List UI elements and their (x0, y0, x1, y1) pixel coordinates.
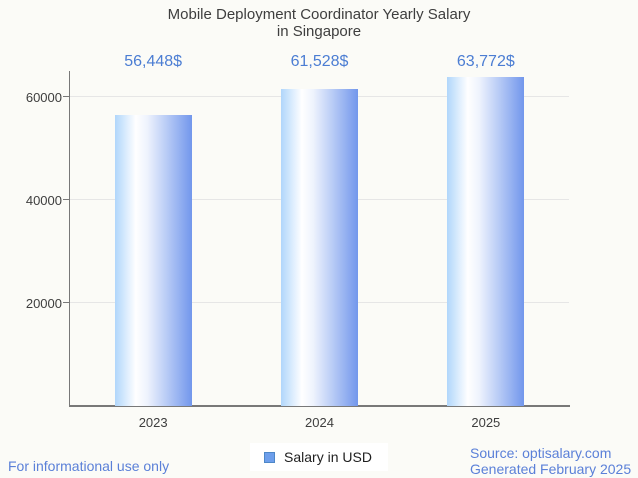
legend-box: Salary in USD (250, 443, 388, 471)
bar-value-label: 56,448$ (124, 53, 183, 70)
y-tick-mark (63, 302, 69, 304)
x-tick-label: 2023 (138, 415, 168, 430)
y-axis-line (69, 71, 70, 406)
bar-value-label: 61,528$ (290, 53, 349, 70)
bar-value-label: 63,772$ (456, 53, 515, 70)
x-tick-label: 2024 (305, 415, 334, 430)
chart-title-line-1: Mobile Deployment Coordinator Yearly Sal… (167, 6, 471, 23)
legend-swatch-icon (264, 451, 276, 463)
legend-label: Salary in USD (284, 449, 372, 465)
bar-2023[interactable] (114, 115, 192, 406)
x-tick-label: 2025 (471, 415, 501, 430)
legend: Salary in USD (0, 443, 638, 471)
source-attribution: Source: optisalary.com Generated Februar… (470, 445, 631, 477)
y-tick-mark (63, 96, 69, 98)
y-tick-label: 20000 (25, 295, 62, 311)
chart-title-line-2: in Singapore (276, 23, 362, 40)
bar-2025[interactable] (447, 77, 525, 406)
generated-line: Generated February 2025 (470, 461, 632, 477)
y-tick-mark (63, 199, 69, 201)
bar-2024[interactable] (281, 88, 358, 406)
x-axis-line (69, 405, 570, 407)
disclaimer-text: For informational use only (8, 458, 170, 474)
source-line: Source: optisalary.com (470, 445, 612, 461)
y-tick-label: 60000 (25, 89, 62, 105)
y-tick-label: 40000 (25, 192, 62, 208)
chart-title: Mobile Deployment Coordinator Yearly Sal… (0, 6, 638, 40)
